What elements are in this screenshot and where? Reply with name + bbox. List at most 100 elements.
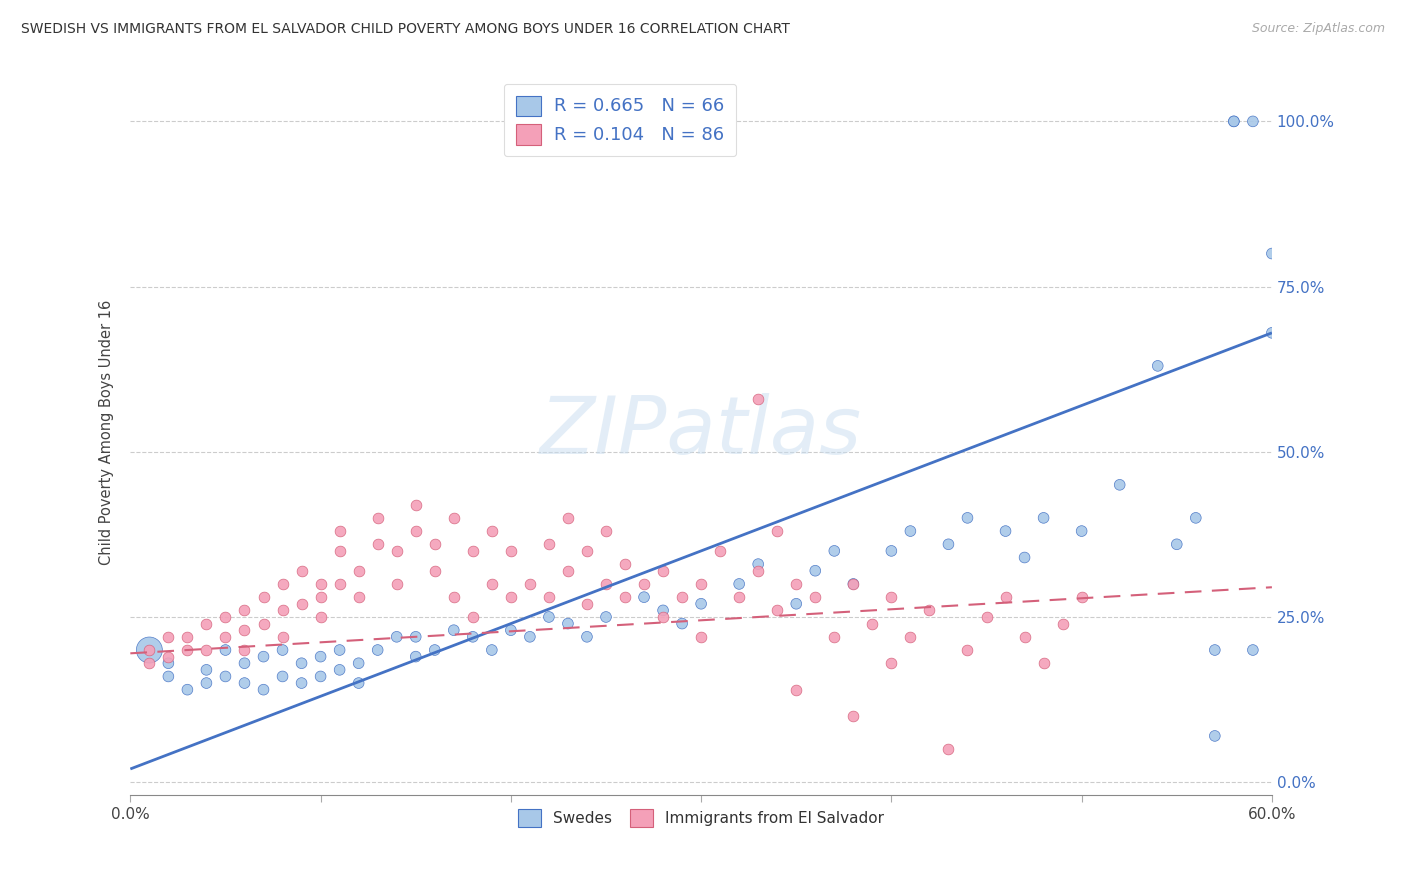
Point xyxy=(938,742,960,756)
Point xyxy=(499,544,522,558)
Point xyxy=(956,511,979,525)
Point xyxy=(423,537,446,551)
Point xyxy=(461,610,484,624)
Point xyxy=(1241,114,1264,128)
Point xyxy=(804,564,827,578)
Point xyxy=(461,544,484,558)
Point xyxy=(214,630,236,644)
Point xyxy=(519,630,541,644)
Point xyxy=(652,603,675,617)
Point xyxy=(271,577,294,591)
Point xyxy=(157,630,180,644)
Point xyxy=(367,537,389,551)
Point xyxy=(252,682,274,697)
Point xyxy=(1261,246,1284,260)
Point xyxy=(1241,643,1264,657)
Point xyxy=(233,623,256,637)
Point xyxy=(690,577,713,591)
Point xyxy=(309,649,332,664)
Point xyxy=(195,663,218,677)
Point xyxy=(842,709,865,723)
Point xyxy=(329,643,352,657)
Point xyxy=(385,544,408,558)
Point xyxy=(557,616,579,631)
Text: ZIPatlas: ZIPatlas xyxy=(540,393,862,471)
Point xyxy=(537,537,560,551)
Point xyxy=(557,511,579,525)
Point xyxy=(290,597,312,611)
Point xyxy=(1204,729,1226,743)
Point xyxy=(766,603,789,617)
Point xyxy=(1032,657,1054,671)
Point xyxy=(252,649,274,664)
Point xyxy=(747,557,769,571)
Point xyxy=(271,669,294,683)
Point xyxy=(329,544,352,558)
Point xyxy=(747,564,769,578)
Point xyxy=(1223,114,1246,128)
Point xyxy=(976,610,998,624)
Point xyxy=(823,544,845,558)
Point xyxy=(423,643,446,657)
Point xyxy=(595,577,617,591)
Point xyxy=(880,544,903,558)
Point xyxy=(271,643,294,657)
Point xyxy=(652,564,675,578)
Point xyxy=(423,564,446,578)
Point xyxy=(385,630,408,644)
Point xyxy=(709,544,731,558)
Point xyxy=(329,663,352,677)
Point xyxy=(290,657,312,671)
Point xyxy=(766,524,789,538)
Point xyxy=(1070,524,1092,538)
Point xyxy=(880,657,903,671)
Text: Source: ZipAtlas.com: Source: ZipAtlas.com xyxy=(1251,22,1385,36)
Point xyxy=(1108,478,1130,492)
Point xyxy=(309,577,332,591)
Point xyxy=(1032,511,1054,525)
Point xyxy=(347,657,370,671)
Point xyxy=(860,616,883,631)
Point xyxy=(728,577,751,591)
Point xyxy=(575,597,598,611)
Point xyxy=(138,657,160,671)
Point xyxy=(595,524,617,538)
Point xyxy=(290,676,312,690)
Point xyxy=(671,616,693,631)
Point xyxy=(233,676,256,690)
Point xyxy=(309,669,332,683)
Point xyxy=(499,623,522,637)
Point xyxy=(747,392,769,406)
Point xyxy=(537,590,560,604)
Point xyxy=(233,603,256,617)
Point xyxy=(157,669,180,683)
Point xyxy=(1014,550,1036,565)
Point xyxy=(347,590,370,604)
Text: SWEDISH VS IMMIGRANTS FROM EL SALVADOR CHILD POVERTY AMONG BOYS UNDER 16 CORRELA: SWEDISH VS IMMIGRANTS FROM EL SALVADOR C… xyxy=(21,22,790,37)
Point xyxy=(1261,326,1284,340)
Point xyxy=(1166,537,1188,551)
Point xyxy=(614,590,637,604)
Point xyxy=(1184,511,1206,525)
Point xyxy=(214,610,236,624)
Point xyxy=(804,590,827,604)
Point xyxy=(652,610,675,624)
Point xyxy=(785,682,807,697)
Point xyxy=(938,537,960,551)
Point xyxy=(385,577,408,591)
Point xyxy=(575,630,598,644)
Point xyxy=(367,511,389,525)
Point xyxy=(1204,643,1226,657)
Point xyxy=(823,630,845,644)
Y-axis label: Child Poverty Among Boys Under 16: Child Poverty Among Boys Under 16 xyxy=(100,300,114,565)
Point xyxy=(233,657,256,671)
Point xyxy=(138,643,160,657)
Point xyxy=(671,590,693,604)
Point xyxy=(481,577,503,591)
Point xyxy=(214,643,236,657)
Point xyxy=(214,669,236,683)
Point xyxy=(195,643,218,657)
Point xyxy=(900,524,922,538)
Point xyxy=(728,590,751,604)
Point xyxy=(481,643,503,657)
